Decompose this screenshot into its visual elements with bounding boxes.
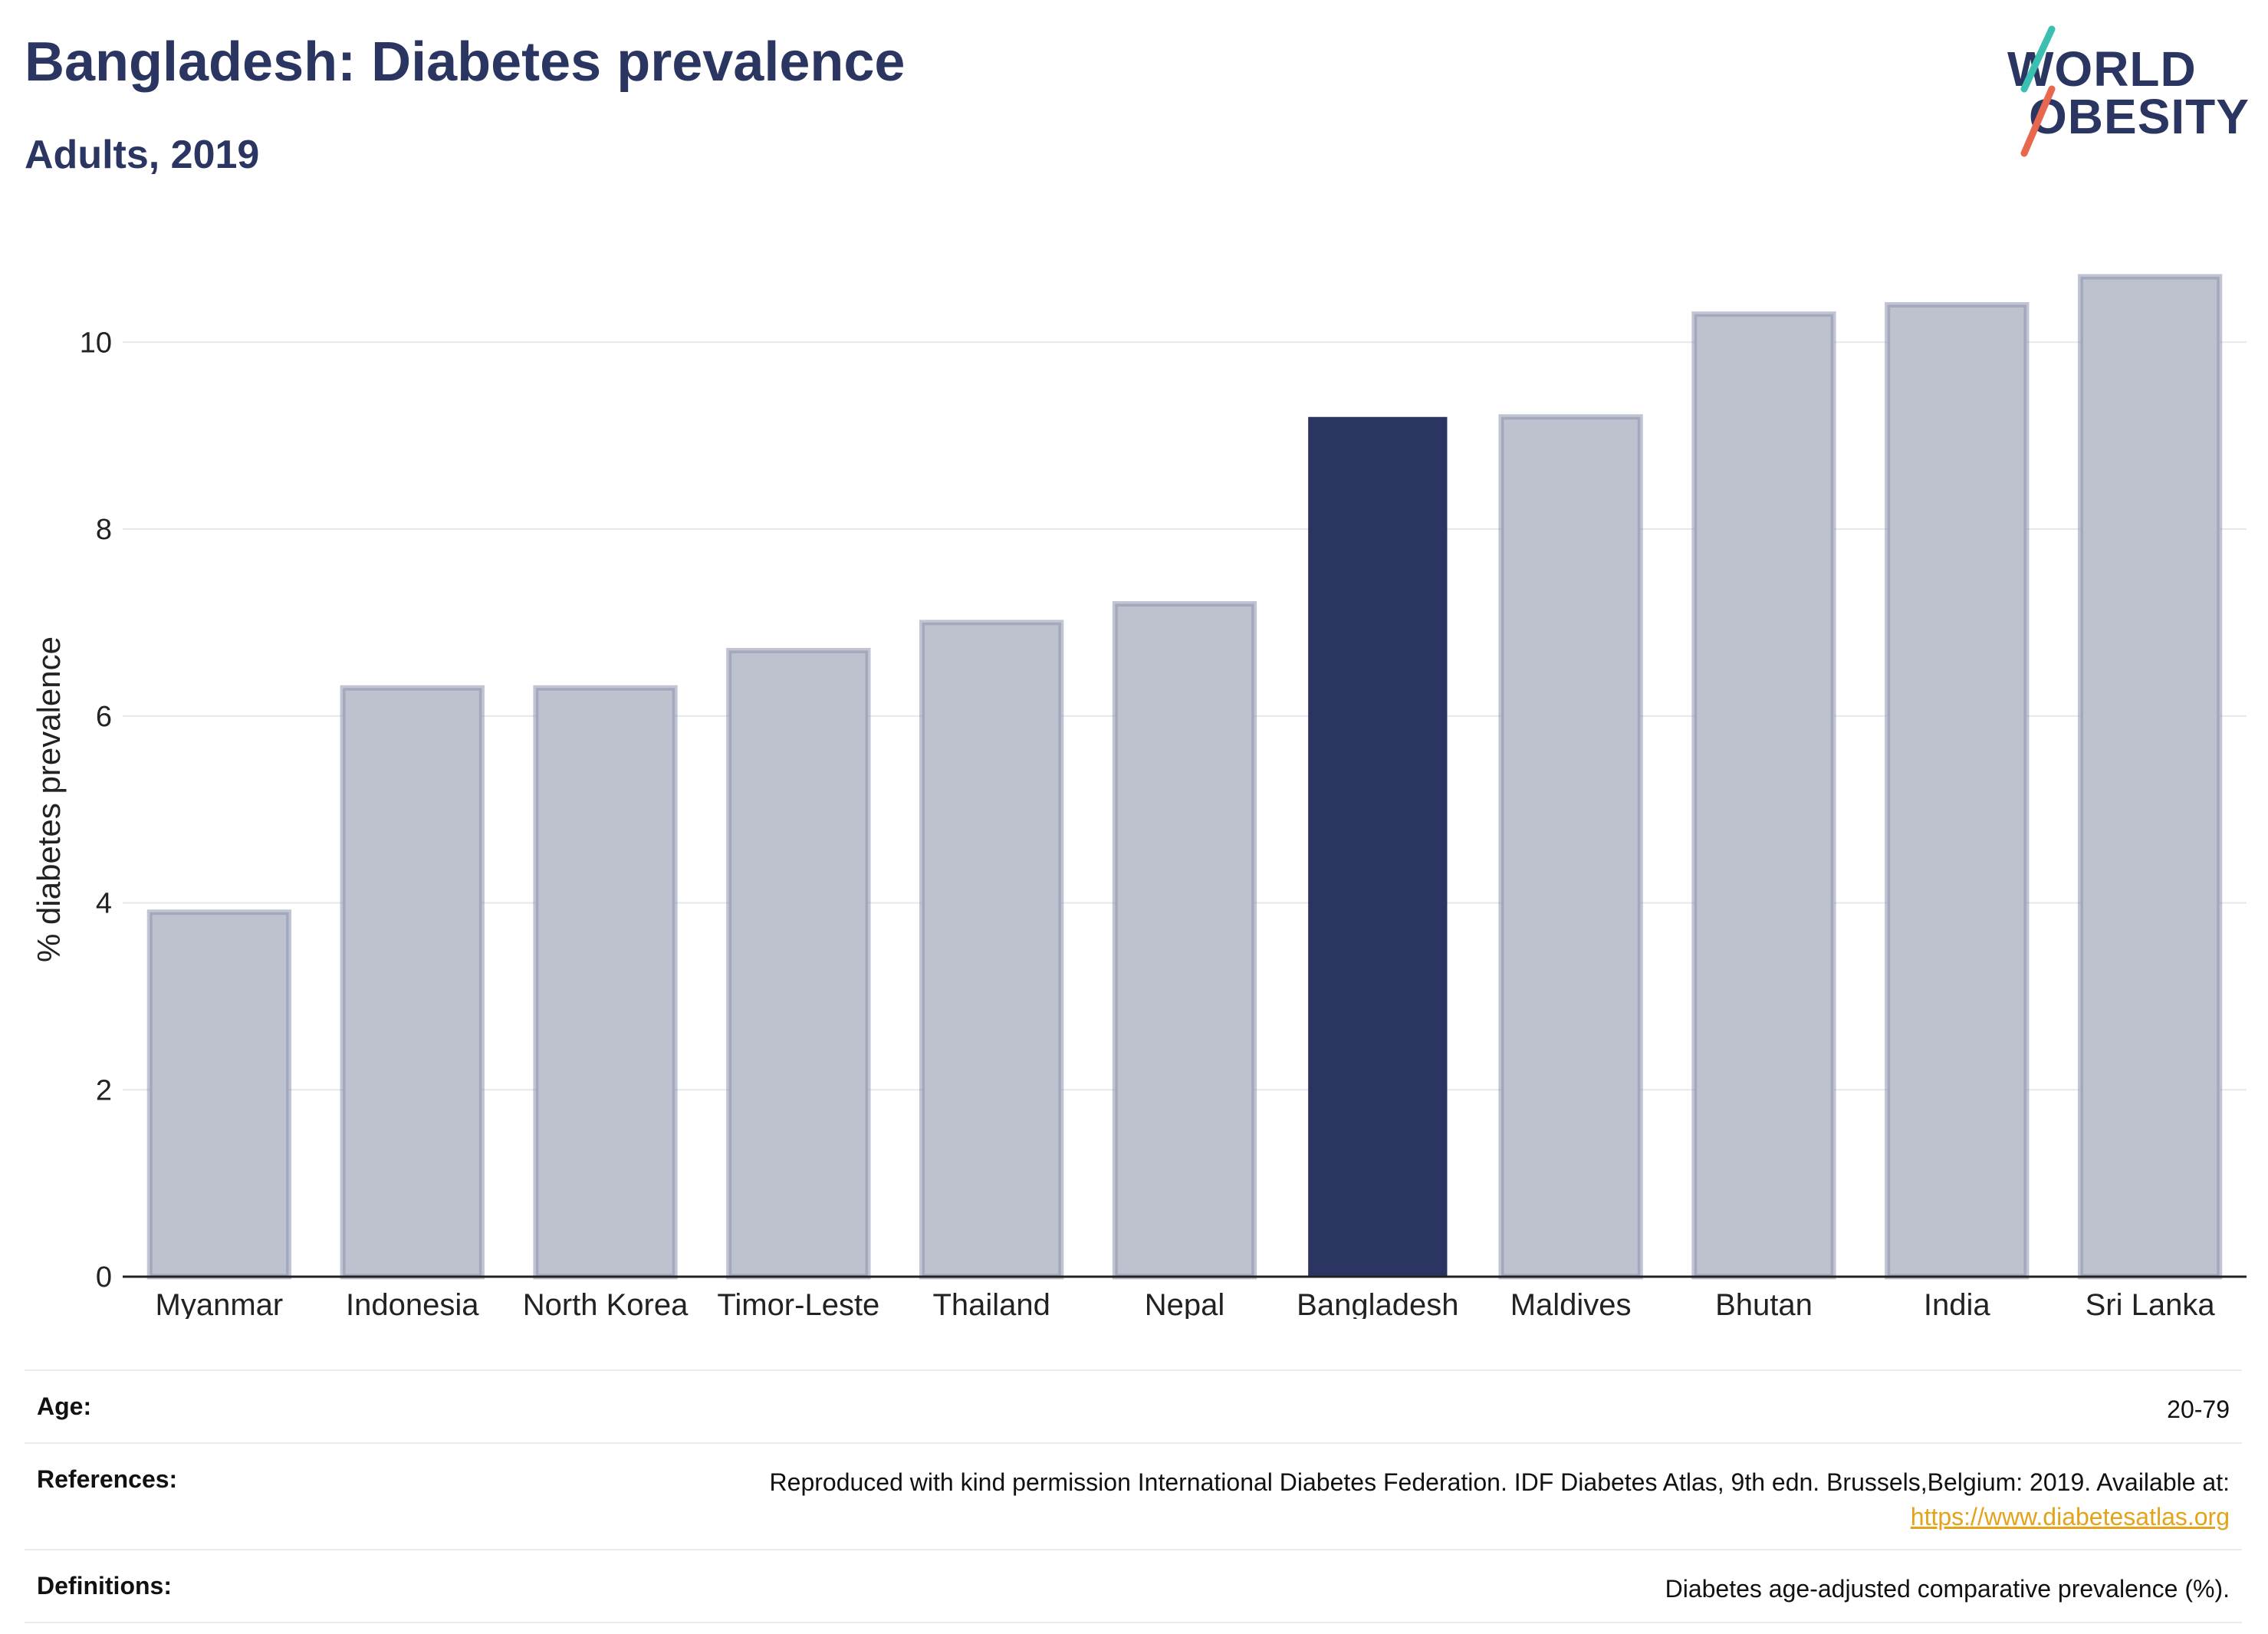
bar-indonesia [340, 685, 485, 1280]
y-tick-label: 6 [96, 701, 112, 733]
logo-text-line2: OBESITY [2029, 89, 2250, 144]
page-title: Bangladesh: Diabetes prevalence [25, 31, 906, 93]
bar-maldives [1498, 414, 1643, 1280]
x-tick-label: Sri Lanka [2086, 1288, 2216, 1319]
page-subtitle: Adults, 2019 [25, 133, 260, 177]
x-tick-label: Timor-Leste [717, 1288, 879, 1319]
axis-labels: 0 2 4 6 8 10 Myanmar Indonesia North Korea Timor-… [31, 327, 2215, 1319]
y-axis-label: % diabetes prevalence [31, 636, 67, 962]
bar-india [1885, 302, 2030, 1280]
x-tick-label: Indonesia [346, 1288, 479, 1319]
bars [146, 274, 2223, 1280]
y-tick-label: 10 [80, 327, 112, 359]
x-tick-label: Thailand [932, 1288, 1050, 1319]
references-value-block: Reproduced with kind permission Internat… [770, 1465, 2230, 1534]
references-text: Reproduced with kind permission Internat… [769, 1468, 2230, 1496]
y-tick-label: 8 [96, 514, 112, 546]
bar-bangladesh [1308, 416, 1448, 1277]
metadata-table: Age: 20-79 References: Reproduced with k… [25, 1369, 2242, 1624]
y-tick-label: 4 [96, 888, 112, 920]
y-tick-label: 2 [96, 1074, 112, 1106]
logo-slash-icon [2020, 25, 2056, 157]
meta-row-references: References: Reproduced with kind permiss… [25, 1442, 2242, 1550]
world-obesity-logo: WORLD OBESITY [2001, 23, 2254, 161]
meta-row-age: Age: 20-79 [25, 1369, 2242, 1442]
age-label: Age: [37, 1392, 92, 1420]
definitions-label: Definitions: [37, 1572, 172, 1600]
bar-north-korea [533, 685, 678, 1280]
definitions-value: Diabetes age-adjusted comparative preval… [1665, 1575, 2230, 1603]
y-tick-label: 0 [96, 1261, 112, 1294]
bar-thailand [919, 620, 1064, 1280]
x-tick-label: Nepal [1145, 1288, 1225, 1319]
x-tick-label: Maldives [1510, 1288, 1632, 1319]
bar-chart: 0 2 4 6 8 10 Myanmar Indonesia North Korea Timor-… [31, 274, 2247, 1319]
x-tick-label: Bangladesh [1297, 1288, 1458, 1319]
x-tick-label: Bhutan [1715, 1288, 1813, 1319]
references-label: References: [37, 1465, 178, 1493]
x-tick-label: India [1924, 1288, 1990, 1319]
bar-nepal [1112, 601, 1257, 1280]
x-tick-label: Myanmar [156, 1288, 284, 1319]
bar-timor-leste [726, 647, 871, 1280]
bar-bhutan [1691, 311, 1836, 1280]
age-value: 20-79 [2167, 1396, 2230, 1423]
references-link[interactable]: https://www.diabetesatlas.org [1910, 1502, 2230, 1530]
x-tick-label: North Korea [523, 1288, 689, 1319]
bar-sri-lanka [2077, 274, 2223, 1280]
bar-myanmar [146, 909, 292, 1280]
meta-row-definitions: Definitions: Diabetes age-adjusted compa… [25, 1549, 2242, 1624]
